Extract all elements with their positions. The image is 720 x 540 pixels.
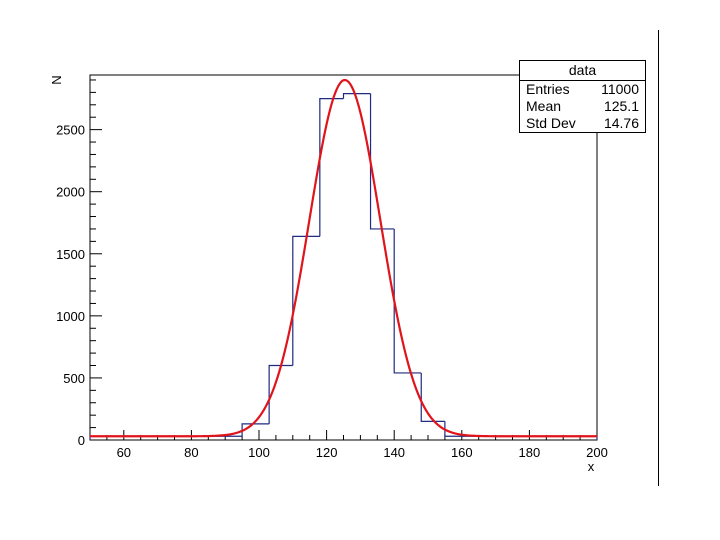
histogram-bin <box>393 228 422 374</box>
stats-label: Std Dev <box>526 115 576 131</box>
y-tick-label: 0 <box>78 433 85 448</box>
divider <box>658 30 659 486</box>
stats-row-mean: Mean 125.1 <box>520 98 645 115</box>
x-tick-label: 140 <box>383 445 405 460</box>
stats-label: Entries <box>526 81 570 97</box>
histogram-bin <box>268 364 293 424</box>
y-tick-label: 1500 <box>56 247 85 262</box>
stats-box: data Entries 11000 Mean 125.1 Std Dev 14… <box>519 60 646 133</box>
x-tick-label: 100 <box>248 445 270 460</box>
stats-value: 125.1 <box>603 98 639 114</box>
stats-value: 14.76 <box>603 115 639 131</box>
histogram-bin <box>292 235 320 366</box>
x-tick-label: 160 <box>451 445 473 460</box>
stats-label: Mean <box>526 98 562 114</box>
histogram-bin <box>369 93 395 230</box>
y-tick-label: 500 <box>63 371 85 386</box>
histogram-bin <box>420 372 445 422</box>
y-tick-label: 2500 <box>56 123 85 138</box>
plot-area: 60 80 100 120 140 160 180 200050010001500200025… <box>56 74 608 460</box>
x-tick-label: 80 <box>184 445 198 460</box>
stats-value: 11000 <box>601 81 639 97</box>
y-tick-label: 1000 <box>56 309 85 324</box>
x-tick-label: 60 <box>117 445 131 460</box>
histogram-bin <box>241 423 270 437</box>
y-axis-title: N <box>49 75 64 84</box>
y-tick-label: 2000 <box>56 185 85 200</box>
histogram-bin <box>319 97 344 237</box>
histogram-bin <box>342 93 371 99</box>
histogram-bin <box>444 421 597 437</box>
x-tick-label: 180 <box>519 445 541 460</box>
fit-curve <box>90 78 597 438</box>
x-tick-label: 120 <box>316 445 338 460</box>
stats-row-entries: Entries 11000 <box>520 81 645 98</box>
stats-row-stddev: Std Dev 14.76 <box>520 115 645 132</box>
x-tick-label: 200 <box>586 445 608 460</box>
x-axis-title: x <box>588 459 595 474</box>
stats-title: data <box>520 61 645 81</box>
